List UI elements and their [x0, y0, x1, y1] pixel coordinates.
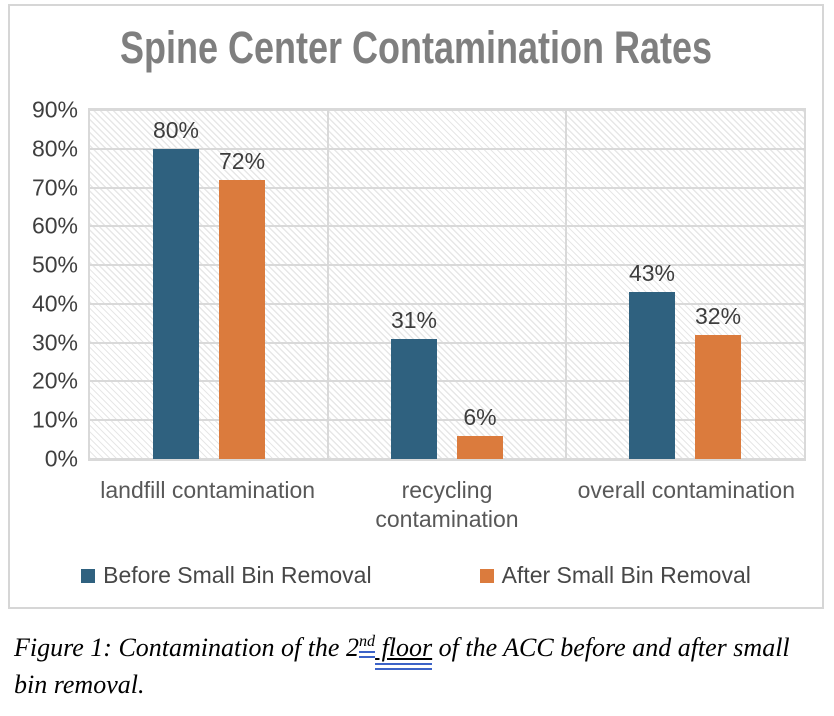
- legend-label: After Small Bin Removal: [501, 562, 751, 588]
- chart-container: Spine Center Contamination Rates 0% 10% 20…: [8, 4, 824, 609]
- bar-group: 80% 72%: [90, 110, 328, 459]
- bar-data-label: 6%: [463, 403, 497, 430]
- y-axis-tick-label: 20%: [31, 367, 78, 394]
- bar-data-label: 43%: [628, 260, 675, 287]
- legend-label: Before Small Bin Removal: [103, 562, 372, 588]
- plot-area: 0% 10% 20% 30% 40% 50% 60% 70% 80% 90% 80% 72% 31% 6…: [32, 97, 806, 472]
- bar-column: 6%: [457, 110, 504, 459]
- bar-after: [219, 179, 266, 459]
- bar-group: 43% 32%: [566, 110, 804, 459]
- legend-swatch-icon: [81, 568, 96, 583]
- x-axis-labels: landfill contamination recycling contamin…: [88, 476, 806, 534]
- gridline-horizontal: [90, 109, 804, 111]
- y-axis-tick-label: 50%: [31, 251, 78, 278]
- caption-prefix: Figure 1: Contamination of the 2: [14, 633, 359, 662]
- y-axis-tick-label: 0%: [44, 445, 78, 472]
- caption-suffix: of the ACC before and after small bin re…: [14, 633, 790, 699]
- y-axis-tick-label: 80%: [31, 135, 78, 162]
- gridline-horizontal: [90, 458, 804, 460]
- bar-groups: 80% 72% 31% 6% 43% 32%: [90, 110, 804, 459]
- bar-before: [390, 338, 437, 459]
- y-axis-tick-label: 60%: [31, 212, 78, 239]
- x-axis-category-label: recycling contamination: [375, 477, 519, 532]
- y-axis-tick-label: 70%: [31, 174, 78, 201]
- y-axis-tick-label: 40%: [31, 290, 78, 317]
- bar-data-label: 80%: [152, 116, 199, 143]
- bar-after: [457, 435, 504, 459]
- caption-underlined-text: floor: [375, 633, 433, 662]
- y-axis-tick-label: 90%: [31, 96, 78, 123]
- bar-data-label: 72%: [219, 147, 266, 174]
- gridline-horizontal: [90, 147, 804, 150]
- chart-legend: Before Small Bin Removal After Small Bin …: [10, 562, 822, 589]
- gridline-horizontal: [90, 225, 804, 228]
- gridline-horizontal: [90, 419, 804, 422]
- chart-title: Spine Center Contamination Rates: [119, 22, 713, 73]
- caption-grammar-marked-text: floor: [375, 633, 433, 670]
- gridline-horizontal: [90, 302, 804, 305]
- bar-group: 31% 6%: [328, 110, 566, 459]
- caption-superscript: nd: [358, 633, 376, 659]
- gridline-horizontal: [90, 341, 804, 344]
- x-axis-category-label: overall contamination: [577, 477, 795, 503]
- gridline-vertical: [326, 110, 329, 459]
- bar-data-label: 32%: [695, 302, 742, 329]
- bar-column: 43%: [629, 110, 675, 459]
- bar-data-label: 31%: [390, 306, 438, 333]
- y-axis-tick-label: 30%: [31, 329, 78, 356]
- y-axis-tick-label: 10%: [31, 406, 78, 433]
- bar-before: [628, 292, 675, 459]
- bar-column: 32%: [695, 110, 741, 459]
- gridline-horizontal: [90, 186, 804, 189]
- bar-after: [695, 334, 742, 459]
- bar-column: 80%: [153, 110, 199, 459]
- legend-swatch-icon: [479, 568, 494, 583]
- gridline-vertical: [564, 110, 567, 459]
- legend-item: After Small Bin Removal: [479, 562, 751, 589]
- figure-caption: Figure 1: Contamination of the 2nd floor…: [14, 630, 800, 704]
- bar-column: 31%: [391, 110, 437, 459]
- gridline-horizontal: [90, 264, 804, 267]
- gridline-horizontal: [90, 380, 804, 383]
- legend-item: Before Small Bin Removal: [81, 562, 372, 589]
- x-axis-category-label: landfill contamination: [100, 477, 316, 503]
- bar-column: 72%: [219, 110, 265, 459]
- bar-before: [152, 148, 199, 459]
